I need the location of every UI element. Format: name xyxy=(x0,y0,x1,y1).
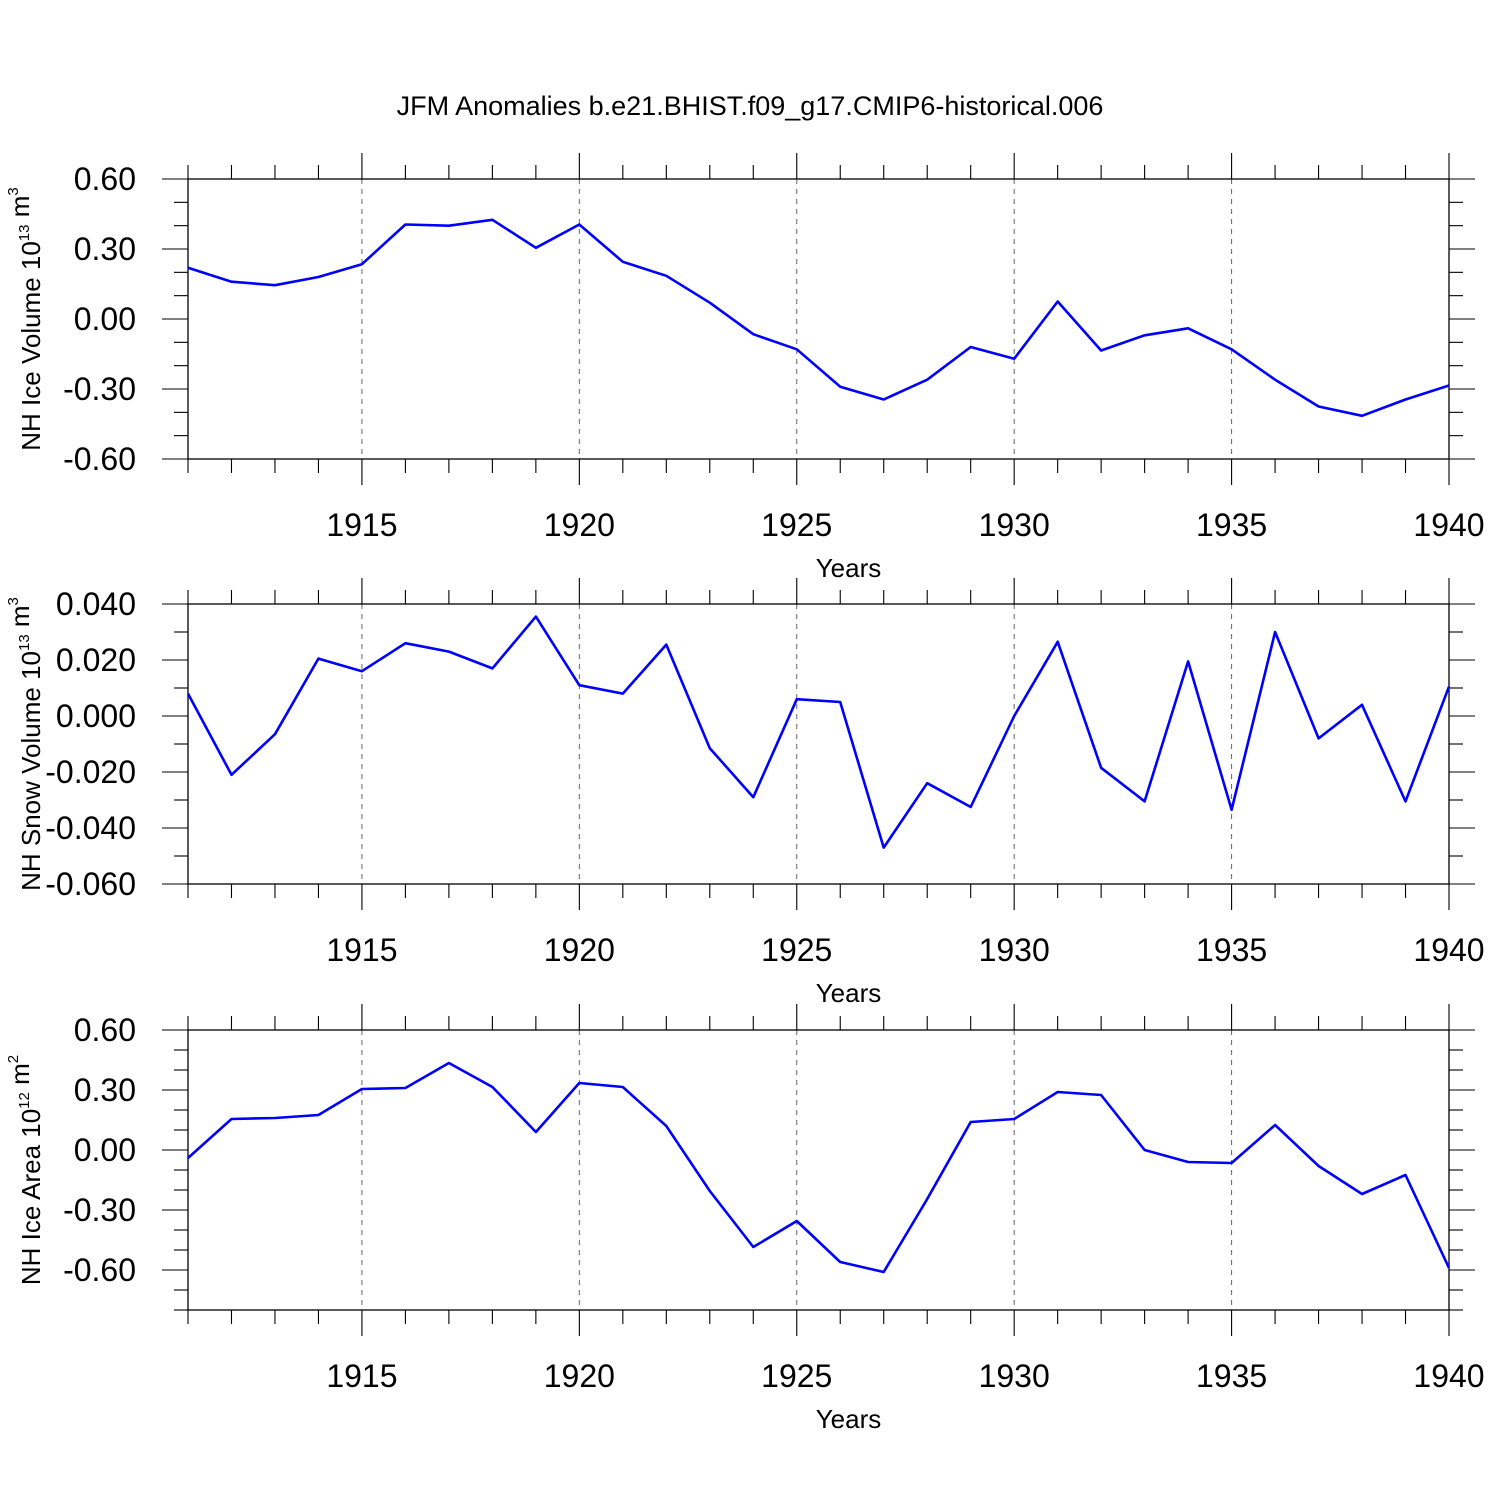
y-axis-label: NH Ice Area 1012 m2 xyxy=(5,1055,46,1285)
x-tick-label: 1930 xyxy=(979,1358,1050,1394)
y-tick-label: 0.020 xyxy=(56,642,136,678)
x-tick-label: 1915 xyxy=(326,932,397,968)
series-line xyxy=(187,1061,1451,1274)
x-tick-label: 1915 xyxy=(326,1358,397,1394)
chart-panel-2: 1915 1920 1925 1930 1935 1940 Years 0.040 0.020 0… xyxy=(5,578,1485,1008)
x-tick-label: 1935 xyxy=(1196,507,1267,543)
x-tick-label: 1940 xyxy=(1413,932,1484,968)
y-tick-label: -0.30 xyxy=(63,371,136,407)
x-tick-label: 1940 xyxy=(1413,507,1484,543)
x-tick-label: 1935 xyxy=(1196,932,1267,968)
x-tick-label: 1925 xyxy=(761,932,832,968)
y-tick-label: -0.040 xyxy=(45,810,136,846)
series-line xyxy=(186,615,1451,849)
y-tick-label: 0.000 xyxy=(56,698,136,734)
x-tick-label: 1920 xyxy=(544,507,615,543)
y-axis-label: NH Snow Volume 1013 m3 xyxy=(5,597,46,891)
x-tick-label: 1920 xyxy=(544,932,615,968)
y-tick-label: -0.60 xyxy=(63,1252,136,1288)
x-tick-label: 1920 xyxy=(544,1358,615,1394)
chart-panel-3: 1915 1920 1925 1930 1935 1940 Years 0.60 0.30 0.0… xyxy=(5,1004,1485,1434)
x-axis-label: Years xyxy=(816,978,882,1008)
plot-frame xyxy=(187,178,1450,460)
y-tick-label: -0.060 xyxy=(45,866,136,902)
x-tick-label: 1925 xyxy=(761,1358,832,1394)
x-tick-label: 1915 xyxy=(326,507,397,543)
chart-panel-1: 1915 1920 1925 1930 1935 1940 Years 0.60 0.30 0.0… xyxy=(5,153,1485,583)
x-tick-label: 1930 xyxy=(979,932,1050,968)
plot-frame xyxy=(187,1029,1450,1311)
x-tick-label: 1930 xyxy=(979,507,1050,543)
x-tick-label: 1935 xyxy=(1196,1358,1267,1394)
series-line xyxy=(187,218,1450,418)
y-tick-label: 0.00 xyxy=(74,1132,136,1168)
x-axis-label: Years xyxy=(816,553,882,583)
y-axis-label: NH Ice Volume 1013 m3 xyxy=(5,187,46,450)
plot-frame xyxy=(187,603,1450,885)
y-tick-label: 0.60 xyxy=(74,1012,136,1048)
x-axis-label: Years xyxy=(816,1404,882,1434)
y-tick-label: 0.30 xyxy=(74,1072,136,1108)
x-tick-label: 1925 xyxy=(761,507,832,543)
y-tick-label: 0.040 xyxy=(56,586,136,622)
y-tick-label: 0.60 xyxy=(74,161,136,197)
y-tick-label: 0.00 xyxy=(74,301,136,337)
chart-title: JFM Anomalies b.e21.BHIST.f09_g17.CMIP6-… xyxy=(397,91,1104,121)
x-tick-label: 1940 xyxy=(1413,1358,1484,1394)
y-tick-label: 0.30 xyxy=(74,231,136,267)
y-tick-label: -0.020 xyxy=(45,754,136,790)
y-tick-label: -0.30 xyxy=(63,1192,136,1228)
y-tick-label: -0.60 xyxy=(63,441,136,477)
